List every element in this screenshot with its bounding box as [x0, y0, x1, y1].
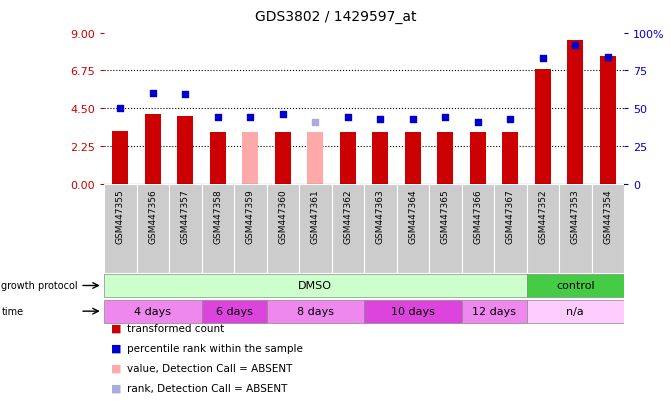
Text: transformed count: transformed count [127, 323, 225, 333]
Bar [266, 184, 299, 273]
Bar [242, 132, 258, 184]
Text: GSM447356: GSM447356 [148, 189, 157, 243]
Text: GSM447364: GSM447364 [408, 189, 417, 243]
Point [245, 114, 256, 121]
Bar [470, 133, 486, 184]
Text: growth protocol: growth protocol [1, 281, 78, 291]
Point [407, 116, 418, 123]
Bar [104, 184, 136, 273]
Bar [527, 300, 624, 323]
Text: 8 days: 8 days [297, 306, 333, 316]
Bar [462, 300, 527, 323]
Bar [494, 184, 527, 273]
Text: GDS3802 / 1429597_at: GDS3802 / 1429597_at [255, 10, 416, 24]
Text: 10 days: 10 days [391, 306, 435, 316]
Text: DMSO: DMSO [299, 281, 332, 291]
Bar [307, 133, 323, 184]
Point [472, 119, 483, 126]
Bar [340, 133, 356, 184]
Bar [527, 184, 559, 273]
Bar [429, 184, 462, 273]
Bar [397, 184, 429, 273]
Text: 12 days: 12 days [472, 306, 516, 316]
Bar [364, 300, 462, 323]
Point [505, 116, 515, 123]
Bar [502, 133, 519, 184]
Text: 4 days: 4 days [134, 306, 171, 316]
Text: GSM447366: GSM447366 [473, 189, 482, 243]
Point [440, 114, 451, 121]
Text: GSM447355: GSM447355 [116, 189, 125, 243]
Bar [372, 133, 389, 184]
Text: time: time [1, 306, 23, 316]
Bar [209, 133, 226, 184]
Bar [201, 184, 234, 273]
Bar [234, 184, 266, 273]
Bar [462, 184, 494, 273]
Text: GSM447357: GSM447357 [180, 189, 190, 243]
Bar [535, 70, 551, 184]
Point [277, 112, 288, 118]
Bar [136, 184, 169, 273]
Bar [364, 184, 397, 273]
Bar [592, 184, 624, 273]
Bar [567, 41, 583, 184]
Text: 6 days: 6 days [215, 306, 252, 316]
Text: GSM447362: GSM447362 [344, 189, 352, 243]
Bar [274, 132, 291, 184]
Text: ■: ■ [111, 343, 121, 353]
Text: GSM447360: GSM447360 [278, 189, 287, 243]
Text: value, Detection Call = ABSENT: value, Detection Call = ABSENT [127, 363, 293, 373]
Text: ■: ■ [111, 383, 121, 393]
Text: ■: ■ [111, 363, 121, 373]
Text: GSM447359: GSM447359 [246, 189, 255, 243]
Bar [437, 132, 454, 184]
Point [375, 116, 386, 123]
Text: GSM447354: GSM447354 [603, 189, 612, 243]
Bar [559, 184, 592, 273]
Text: GSM447353: GSM447353 [571, 189, 580, 243]
Point [603, 54, 613, 61]
Bar [104, 300, 201, 323]
Point [213, 114, 223, 121]
Text: GSM447365: GSM447365 [441, 189, 450, 243]
Bar [405, 133, 421, 184]
Bar [177, 117, 193, 184]
Text: GSM447361: GSM447361 [311, 189, 320, 243]
Point [148, 90, 158, 97]
Point [570, 42, 580, 49]
Bar [104, 274, 527, 297]
Text: GSM447358: GSM447358 [213, 189, 222, 243]
Point [180, 92, 191, 99]
Bar [299, 184, 331, 273]
Text: GSM447352: GSM447352 [538, 189, 548, 243]
Text: GSM447363: GSM447363 [376, 189, 384, 243]
Text: GSM447367: GSM447367 [506, 189, 515, 243]
Bar [527, 274, 624, 297]
Bar [112, 131, 128, 184]
Point [115, 106, 125, 112]
Text: n/a: n/a [566, 306, 584, 316]
Bar [331, 184, 364, 273]
Text: control: control [556, 281, 595, 291]
Bar [145, 115, 161, 184]
Bar [266, 300, 364, 323]
Bar [169, 184, 201, 273]
Bar [600, 57, 616, 184]
Point [342, 114, 353, 121]
Text: percentile rank within the sample: percentile rank within the sample [127, 343, 303, 353]
Text: ■: ■ [111, 323, 121, 333]
Bar [201, 300, 266, 323]
Text: rank, Detection Call = ABSENT: rank, Detection Call = ABSENT [127, 383, 288, 393]
Point [537, 56, 548, 62]
Point [310, 119, 321, 126]
